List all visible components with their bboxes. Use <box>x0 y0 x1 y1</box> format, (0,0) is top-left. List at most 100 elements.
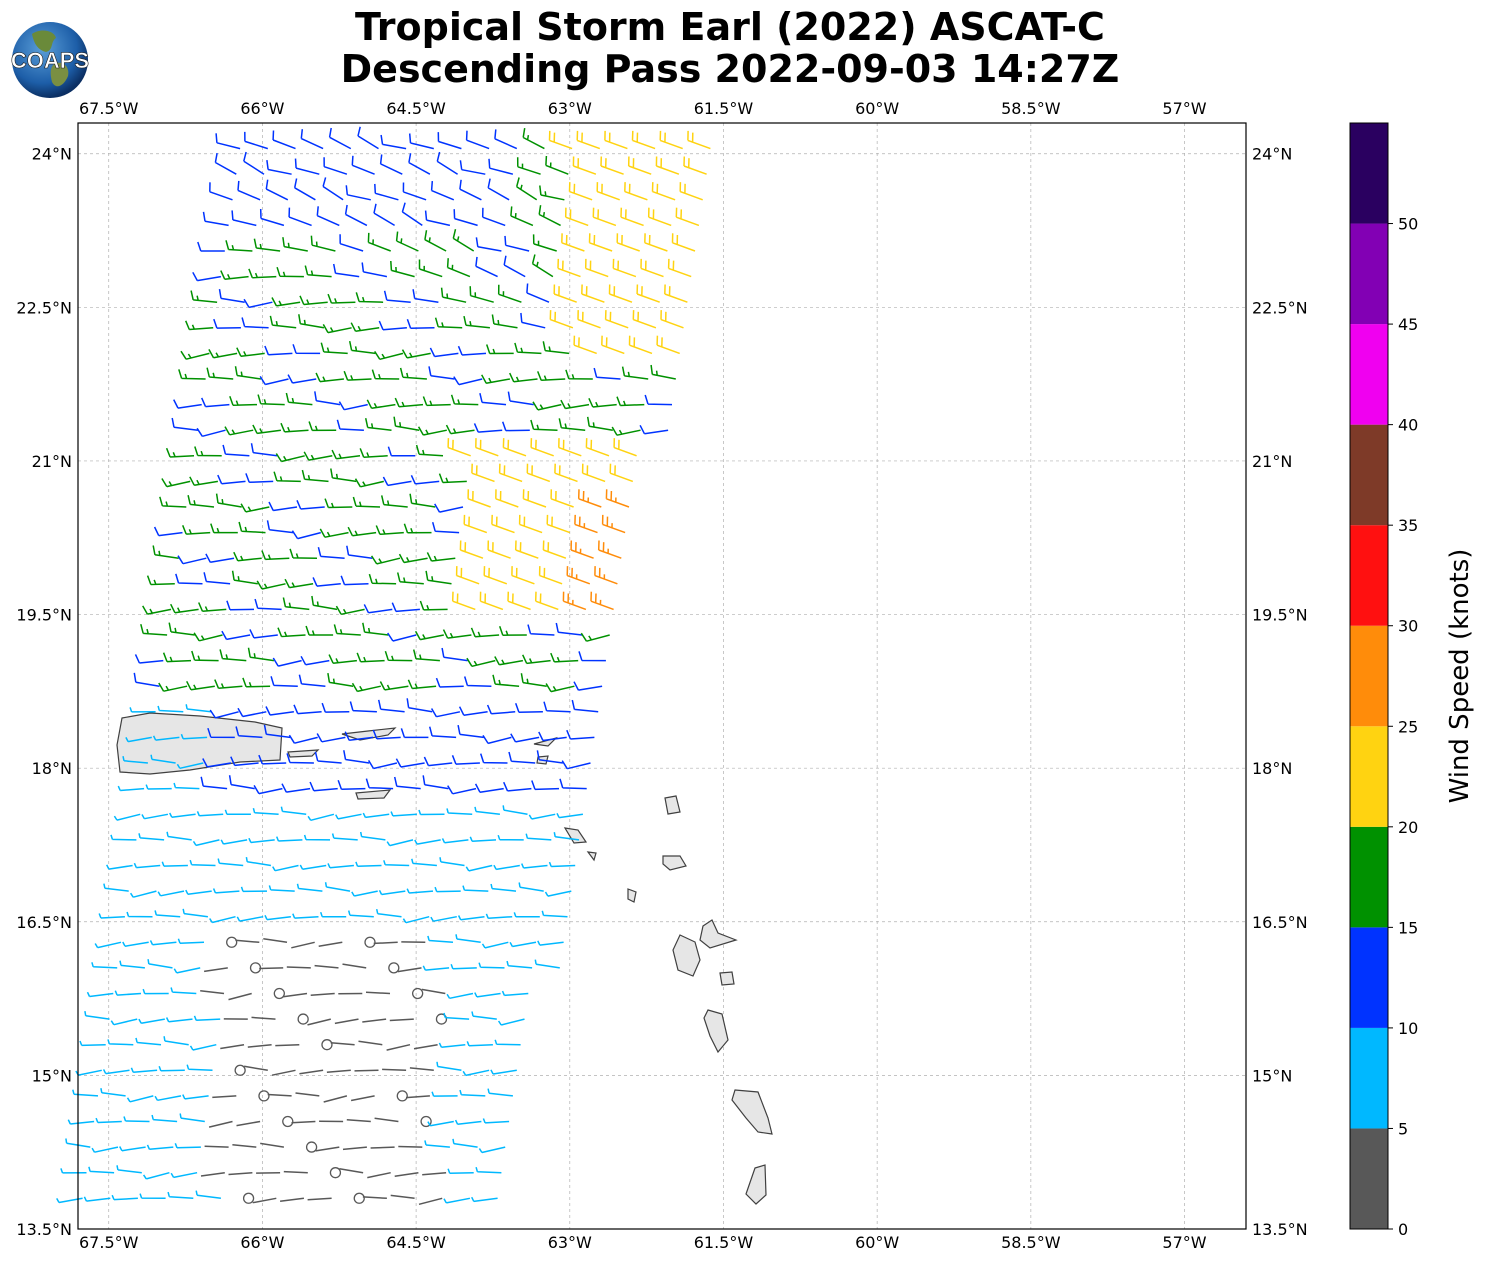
wind-barb <box>581 284 605 303</box>
wind-barb <box>600 156 624 175</box>
wind-barb <box>504 235 530 252</box>
wind-barb <box>497 834 524 841</box>
wind-barb <box>538 566 563 585</box>
wind-barb <box>243 298 273 309</box>
logo-text: COAPS <box>11 48 89 73</box>
wind-barb <box>268 501 298 512</box>
wind-barb <box>387 446 416 457</box>
calm-wind-circle <box>435 1013 448 1025</box>
wind-barb <box>459 179 482 201</box>
calm-wind-circle <box>388 962 400 974</box>
wind-barb <box>541 910 568 918</box>
wind-barb <box>406 319 435 330</box>
wind-barb <box>300 129 324 150</box>
calm-wind-circle <box>321 1039 333 1051</box>
wind-barb <box>466 657 496 668</box>
wind-barb <box>106 864 133 870</box>
colorbar-segment <box>1350 1027 1388 1129</box>
wind-barb <box>527 624 555 636</box>
wind-barb <box>358 1040 383 1046</box>
wind-barb <box>359 448 388 458</box>
wind-barb <box>307 1197 332 1201</box>
wind-barb <box>364 418 392 431</box>
calm-wind-circle <box>282 1115 294 1128</box>
wind-barb <box>536 750 564 764</box>
wind-barb <box>346 1119 371 1123</box>
wind-barb <box>186 680 215 691</box>
wind-barb <box>581 463 606 483</box>
wind-barb <box>139 1193 166 1200</box>
wind-barb <box>218 288 245 303</box>
wind-barb <box>154 1095 182 1102</box>
wind-barb <box>454 1119 482 1126</box>
wind-barb <box>220 1043 245 1050</box>
y-tick-label-right: 19.5°N <box>1252 606 1308 625</box>
wind-barb <box>605 489 630 508</box>
wind-barb <box>532 401 562 411</box>
wind-barb <box>558 418 586 431</box>
wind-barb <box>147 959 173 969</box>
wind-barb <box>280 1197 304 1203</box>
wind-barb <box>542 540 567 559</box>
wind-barb <box>269 315 297 329</box>
wind-barb <box>235 939 260 944</box>
wind-barb <box>403 523 432 534</box>
wind-barb <box>462 1069 490 1077</box>
wind-barb <box>644 394 673 406</box>
wind-barb <box>182 908 208 918</box>
colorbar-tick-label: 40 <box>1398 416 1418 435</box>
wind-barb <box>189 476 219 486</box>
wind-barb <box>260 1142 285 1148</box>
wind-barb <box>276 836 303 842</box>
wind-barb <box>314 964 339 969</box>
coaps-logo: COAPS <box>11 22 89 98</box>
wind-barb <box>474 806 500 816</box>
wind-barb <box>621 366 649 380</box>
wind-barb <box>153 526 183 537</box>
wind-barb <box>298 314 325 329</box>
wind-barb <box>304 265 332 278</box>
gridlines <box>78 123 1246 1230</box>
wind-barb <box>116 1165 142 1174</box>
wind-barb <box>332 263 360 278</box>
wind-barb <box>362 812 390 819</box>
wind-barb <box>526 283 550 303</box>
y-tick-label-right: 21°N <box>1252 452 1292 471</box>
wind-barb <box>299 1069 324 1075</box>
wind-barb <box>394 1171 419 1177</box>
wind-barb <box>555 622 583 636</box>
wind-barb <box>354 478 384 488</box>
wind-barb <box>204 1145 229 1148</box>
wind-barb <box>667 258 692 278</box>
wind-barb <box>245 473 274 484</box>
wind-barb <box>386 839 414 847</box>
wind-barb <box>259 967 284 970</box>
wind-barb <box>310 235 336 252</box>
wind-barb <box>588 233 613 252</box>
wind-barb <box>419 600 448 611</box>
wind-barb <box>446 992 474 1000</box>
wind-barb <box>243 1065 268 1072</box>
wind-barb <box>481 374 511 384</box>
wind-barb <box>520 312 546 329</box>
wind-barb <box>91 1146 119 1153</box>
wind-barb <box>257 394 285 406</box>
wind-barb <box>327 293 356 304</box>
wind-barb <box>190 290 218 303</box>
wind-barb <box>152 735 180 741</box>
wind-barb <box>264 345 293 356</box>
wind-barb <box>397 967 422 973</box>
wind-barb <box>356 652 385 663</box>
wind-barb <box>240 503 270 513</box>
wind-barb <box>430 915 457 922</box>
wind-barb <box>285 392 313 406</box>
wind-barb <box>331 449 361 460</box>
wind-barb <box>157 705 184 713</box>
wind-barb <box>485 344 514 355</box>
colorbar-segment <box>1350 826 1388 928</box>
wind-barb <box>167 1191 194 1200</box>
wind-barb <box>487 178 510 201</box>
wind-barb <box>466 1041 493 1047</box>
wind-barb <box>494 1039 521 1046</box>
wind-barb <box>178 369 206 380</box>
